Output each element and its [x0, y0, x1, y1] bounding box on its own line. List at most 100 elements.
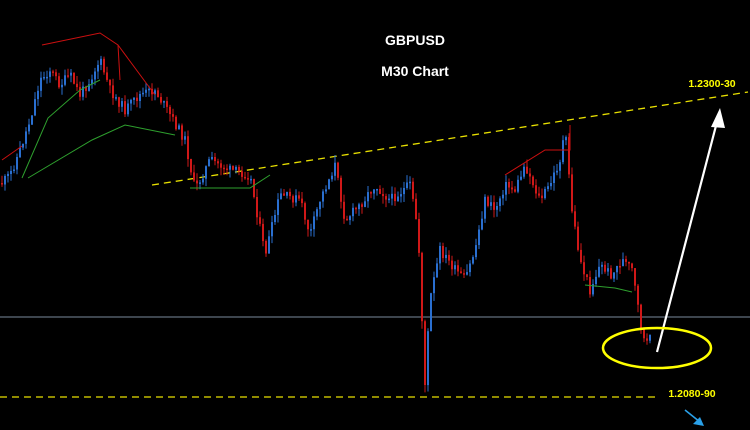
candle-body — [445, 254, 447, 259]
candle-body — [97, 64, 99, 72]
candle-body — [70, 72, 72, 76]
candle-body — [76, 83, 78, 88]
candle-body — [541, 195, 543, 199]
candle-body — [391, 193, 393, 199]
candle-body — [37, 90, 39, 100]
candle-body — [619, 266, 621, 268]
candle-body — [193, 172, 195, 181]
candle-body — [67, 75, 69, 77]
candle-body — [181, 125, 183, 140]
candle-body — [601, 264, 603, 267]
candle-body — [526, 166, 528, 174]
candle-body — [226, 168, 228, 170]
candle-body — [211, 157, 213, 160]
candle-body — [637, 285, 639, 305]
candle-body — [238, 166, 240, 172]
candle-body — [604, 264, 606, 272]
candle-body — [484, 196, 486, 219]
candle-body — [622, 259, 624, 266]
candle-body — [385, 196, 387, 200]
candle-body — [298, 195, 300, 199]
candle-body — [328, 179, 330, 190]
candle-body — [586, 274, 588, 277]
candle-body — [331, 175, 333, 180]
candle-body — [337, 162, 339, 178]
candle-body — [550, 183, 552, 187]
candle-body — [631, 263, 633, 269]
candle-body — [640, 304, 642, 328]
candle-body — [268, 236, 270, 254]
candle-body — [169, 106, 171, 115]
candle-body — [160, 97, 162, 103]
candle-body — [364, 201, 366, 207]
candle-body — [46, 76, 48, 79]
candle-body — [64, 75, 66, 85]
candle-body — [190, 159, 192, 173]
candle-body — [403, 188, 405, 195]
candle-body — [25, 131, 27, 144]
candle-body — [568, 137, 570, 175]
candle-body — [154, 90, 156, 95]
candle-body — [466, 272, 468, 275]
candle-body — [490, 202, 492, 206]
candle-body — [229, 165, 231, 170]
candle-body — [274, 215, 276, 222]
candle-body — [235, 166, 237, 170]
candle-body — [13, 169, 15, 171]
candle-body — [307, 219, 309, 230]
candle-body — [28, 124, 30, 132]
candle-body — [358, 204, 360, 210]
candle-body — [127, 103, 129, 115]
candle-body — [325, 189, 327, 192]
candle-body — [367, 192, 369, 202]
candle-body — [163, 101, 165, 103]
candle-body — [31, 115, 33, 125]
candle-body — [628, 261, 630, 264]
candle-body — [157, 90, 159, 97]
candle-body — [55, 72, 57, 77]
candle-body — [634, 268, 636, 286]
candle-body — [112, 85, 114, 99]
candle-body — [421, 252, 423, 322]
candle-body — [208, 159, 210, 167]
candle-body — [511, 187, 513, 190]
candle-body — [577, 226, 579, 250]
candle-body — [220, 163, 222, 168]
candle-body — [499, 198, 501, 206]
candle-body — [607, 268, 609, 272]
candle-body — [595, 276, 597, 284]
candle-body — [547, 186, 549, 189]
candle-body — [340, 177, 342, 202]
candle-body — [334, 162, 336, 176]
candle-body — [319, 201, 321, 210]
candle-body — [571, 174, 573, 212]
candle-body — [616, 266, 618, 273]
candle-body — [388, 198, 390, 201]
wave-lines-upper — [1, 32, 571, 176]
candle-body — [121, 101, 123, 107]
candle-body — [175, 116, 177, 130]
candle-body — [451, 260, 453, 270]
candle-body — [214, 157, 216, 162]
candle-body — [172, 114, 174, 117]
candle-body — [91, 79, 93, 85]
candle-body — [295, 195, 297, 203]
candle-body — [130, 99, 132, 104]
candle-body — [19, 147, 21, 158]
candle-body — [250, 178, 252, 181]
candle-body — [514, 189, 516, 192]
candle-body — [289, 191, 291, 197]
candle-body — [184, 136, 186, 140]
candle-body — [148, 88, 150, 91]
candle-body — [598, 266, 600, 277]
candle-body — [562, 140, 564, 163]
candle-body — [496, 206, 498, 210]
candle-body — [442, 246, 444, 259]
candle-body — [361, 204, 363, 207]
candle-body — [544, 189, 546, 199]
candle-body — [202, 178, 204, 183]
candle-body — [22, 143, 24, 148]
candle-body — [10, 170, 12, 174]
candle-body — [247, 178, 249, 180]
target-level-label: 1.2300-30 — [688, 78, 735, 90]
